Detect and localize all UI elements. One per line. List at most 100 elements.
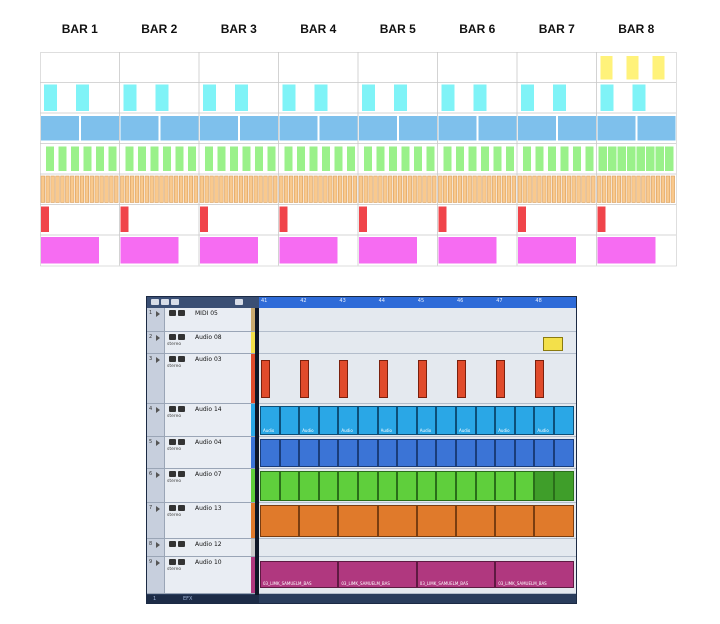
audio-clip-orange[interactable] <box>495 505 535 537</box>
track-header[interactable]: 4 Audio 14 stereo <box>147 404 255 437</box>
track-name[interactable]: Audio 10 <box>195 559 222 566</box>
audio-clip-green[interactable] <box>318 471 339 501</box>
audio-clip-blue[interactable] <box>514 439 535 467</box>
audio-clip-blue[interactable] <box>416 439 437 467</box>
expand-arrow-icon[interactable] <box>156 560 160 566</box>
audio-clip-yellow[interactable] <box>543 337 563 351</box>
solo-button[interactable] <box>178 505 185 511</box>
track-header[interactable]: 7 Audio 13 stereo <box>147 503 255 539</box>
track-lane[interactable] <box>259 308 576 332</box>
track-name[interactable]: Audio 03 <box>195 356 222 363</box>
expand-arrow-icon[interactable] <box>156 311 160 317</box>
audio-clip-orange[interactable] <box>416 505 456 537</box>
mute-button[interactable] <box>169 334 176 340</box>
audio-clip-blue[interactable] <box>260 439 280 467</box>
audio-clip-blue[interactable] <box>358 439 378 467</box>
mute-button[interactable] <box>169 406 176 412</box>
audio-clip-orange[interactable] <box>338 505 378 537</box>
audio-clip-red[interactable] <box>535 360 545 398</box>
audio-clip-blue[interactable] <box>397 439 417 467</box>
toolbar-button[interactable] <box>161 299 169 305</box>
audio-clip-blue[interactable] <box>495 439 515 467</box>
mute-button[interactable] <box>169 541 176 547</box>
audio-clip-orange[interactable] <box>534 505 574 537</box>
timeline-ruler[interactable]: 41 42 43 44 45 46 47 48 <box>259 297 576 308</box>
mute-button[interactable] <box>169 559 176 565</box>
audio-clip-cyan[interactable] <box>279 406 300 435</box>
solo-button[interactable] <box>178 406 185 412</box>
audio-clip-red[interactable] <box>457 360 466 398</box>
audio-clip-cyan[interactable]: Audio <box>299 406 319 435</box>
audio-clip-cyan[interactable]: Audio <box>377 406 398 435</box>
mute-button[interactable] <box>169 356 176 362</box>
divider[interactable] <box>255 308 259 603</box>
audio-clip-magenta[interactable]: 03_LIMK_SAMUELM_BAS <box>338 561 417 588</box>
track-lane[interactable] <box>259 503 576 539</box>
track-header[interactable]: 1 MIDI 05 <box>147 308 255 332</box>
audio-clip-green[interactable] <box>299 471 319 501</box>
solo-button[interactable] <box>178 439 185 445</box>
audio-clip-green[interactable] <box>534 471 554 501</box>
audio-clip-green[interactable] <box>279 471 300 501</box>
expand-arrow-icon[interactable] <box>156 335 160 341</box>
audio-clip-red[interactable] <box>417 360 427 398</box>
track-lane[interactable] <box>259 469 576 503</box>
audio-clip-red[interactable] <box>300 360 310 398</box>
toolbar-button[interactable] <box>151 299 159 305</box>
audio-clip-cyan[interactable] <box>397 406 417 435</box>
audio-clip-orange[interactable] <box>299 505 339 537</box>
audio-clip-blue[interactable] <box>318 439 339 467</box>
audio-clip-green[interactable] <box>436 471 456 501</box>
audio-clip-magenta[interactable]: 03_LIMK_SAMUELM_BAS <box>416 561 496 588</box>
track-name[interactable]: Audio 13 <box>195 505 222 512</box>
audio-clip-green[interactable] <box>514 471 535 501</box>
solo-button[interactable] <box>178 471 185 477</box>
track-lane[interactable] <box>259 354 576 404</box>
audio-clip-blue[interactable] <box>338 439 358 467</box>
solo-button[interactable] <box>178 334 185 340</box>
audio-clip-cyan[interactable]: Audio <box>495 406 515 435</box>
audio-clip-red[interactable] <box>261 360 270 398</box>
audio-clip-blue[interactable] <box>554 439 574 467</box>
audio-clip-cyan[interactable] <box>514 406 535 435</box>
audio-clip-cyan[interactable]: Audio <box>260 406 280 435</box>
audio-clip-blue[interactable] <box>377 439 398 467</box>
audio-clip-blue[interactable] <box>534 439 554 467</box>
mute-button[interactable] <box>169 505 176 511</box>
audio-clip-green[interactable] <box>377 471 398 501</box>
audio-clip-orange[interactable] <box>377 505 417 537</box>
audio-clip-cyan[interactable] <box>436 406 456 435</box>
solo-button[interactable] <box>178 356 185 362</box>
track-header[interactable]: 3 Audio 03 stereo <box>147 354 255 404</box>
track-name[interactable]: Audio 14 <box>195 406 222 413</box>
expand-arrow-icon[interactable] <box>156 472 160 478</box>
audio-clip-blue[interactable] <box>279 439 300 467</box>
audio-clip-cyan[interactable]: Audio <box>338 406 358 435</box>
expand-arrow-icon[interactable] <box>156 357 160 363</box>
audio-clip-cyan[interactable]: Audio <box>456 406 476 435</box>
track-header[interactable]: 6 Audio 07 stereo <box>147 469 255 503</box>
track-header[interactable]: 8 Audio 12 <box>147 539 255 557</box>
track-lane[interactable] <box>259 437 576 469</box>
toolbar-button[interactable] <box>171 299 179 305</box>
track-header[interactable]: 5 Audio 04 stereo <box>147 437 255 469</box>
track-lane[interactable]: Audio Audio Audio Audio Audio Audio Audio Audio <box>259 404 576 437</box>
audio-clip-orange[interactable] <box>456 505 496 537</box>
audio-clip-orange[interactable] <box>260 505 300 537</box>
audio-clip-cyan[interactable]: Audio <box>416 406 437 435</box>
track-name[interactable]: Audio 08 <box>195 334 222 341</box>
track-lane[interactable] <box>259 332 576 354</box>
audio-clip-cyan[interactable]: Audio <box>534 406 554 435</box>
audio-clip-cyan[interactable] <box>475 406 496 435</box>
track-name[interactable]: Audio 04 <box>195 439 222 446</box>
audio-clip-green[interactable] <box>358 471 378 501</box>
track-name[interactable]: Audio 12 <box>195 541 222 548</box>
audio-clip-cyan[interactable] <box>318 406 339 435</box>
expand-arrow-icon[interactable] <box>156 506 160 512</box>
solo-button[interactable] <box>178 541 185 547</box>
audio-clip-blue[interactable] <box>475 439 496 467</box>
audio-clip-magenta[interactable]: 03_LIMK_SAMUELM_BAS <box>495 561 574 588</box>
mute-button[interactable] <box>169 310 176 316</box>
expand-arrow-icon[interactable] <box>156 440 160 446</box>
track-lane[interactable] <box>259 539 576 557</box>
